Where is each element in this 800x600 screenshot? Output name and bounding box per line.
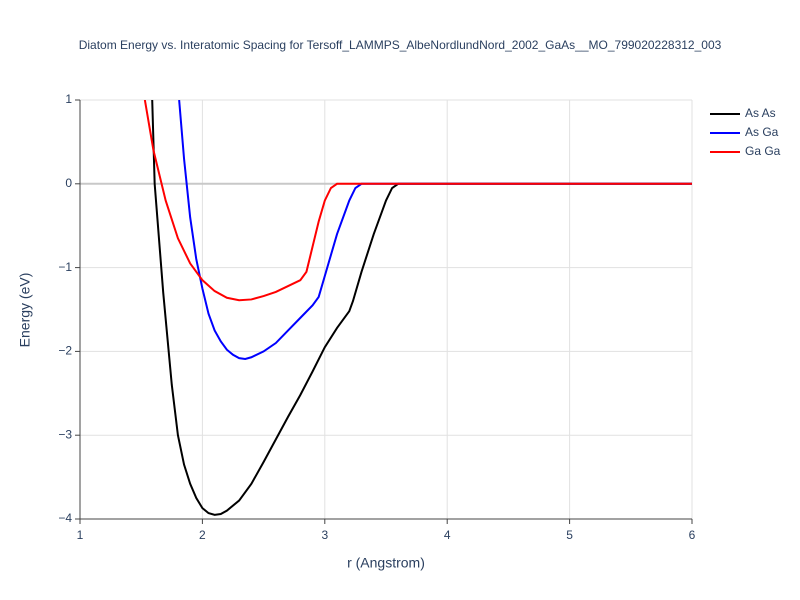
plot-area <box>143 100 692 516</box>
series-line <box>143 100 692 302</box>
series-line <box>151 100 692 516</box>
y-tick-label: 1 <box>65 92 72 106</box>
legend-label: As Ga <box>745 125 779 139</box>
x-tick-label: 6 <box>689 528 696 542</box>
y-tick-label: −1 <box>58 260 72 274</box>
legend-label: Ga Ga <box>745 144 781 158</box>
y-axis-title: Energy (eV) <box>17 273 33 348</box>
x-tick-label: 2 <box>199 528 206 542</box>
x-tick-label: 1 <box>77 528 84 542</box>
chart-title: Diatom Energy vs. Interatomic Spacing fo… <box>79 38 722 52</box>
series-line <box>178 100 692 360</box>
x-axis-title: r (Angstrom) <box>347 555 425 571</box>
y-tick-label: −4 <box>58 511 72 525</box>
y-tick-label: −3 <box>58 427 72 441</box>
x-tick-label: 3 <box>321 528 328 542</box>
y-tick-label: −2 <box>58 344 72 358</box>
x-tick-label: 4 <box>444 528 451 542</box>
y-tick-label: 0 <box>65 176 72 190</box>
legend-label: As As <box>745 106 776 120</box>
x-tick-label: 5 <box>566 528 573 542</box>
